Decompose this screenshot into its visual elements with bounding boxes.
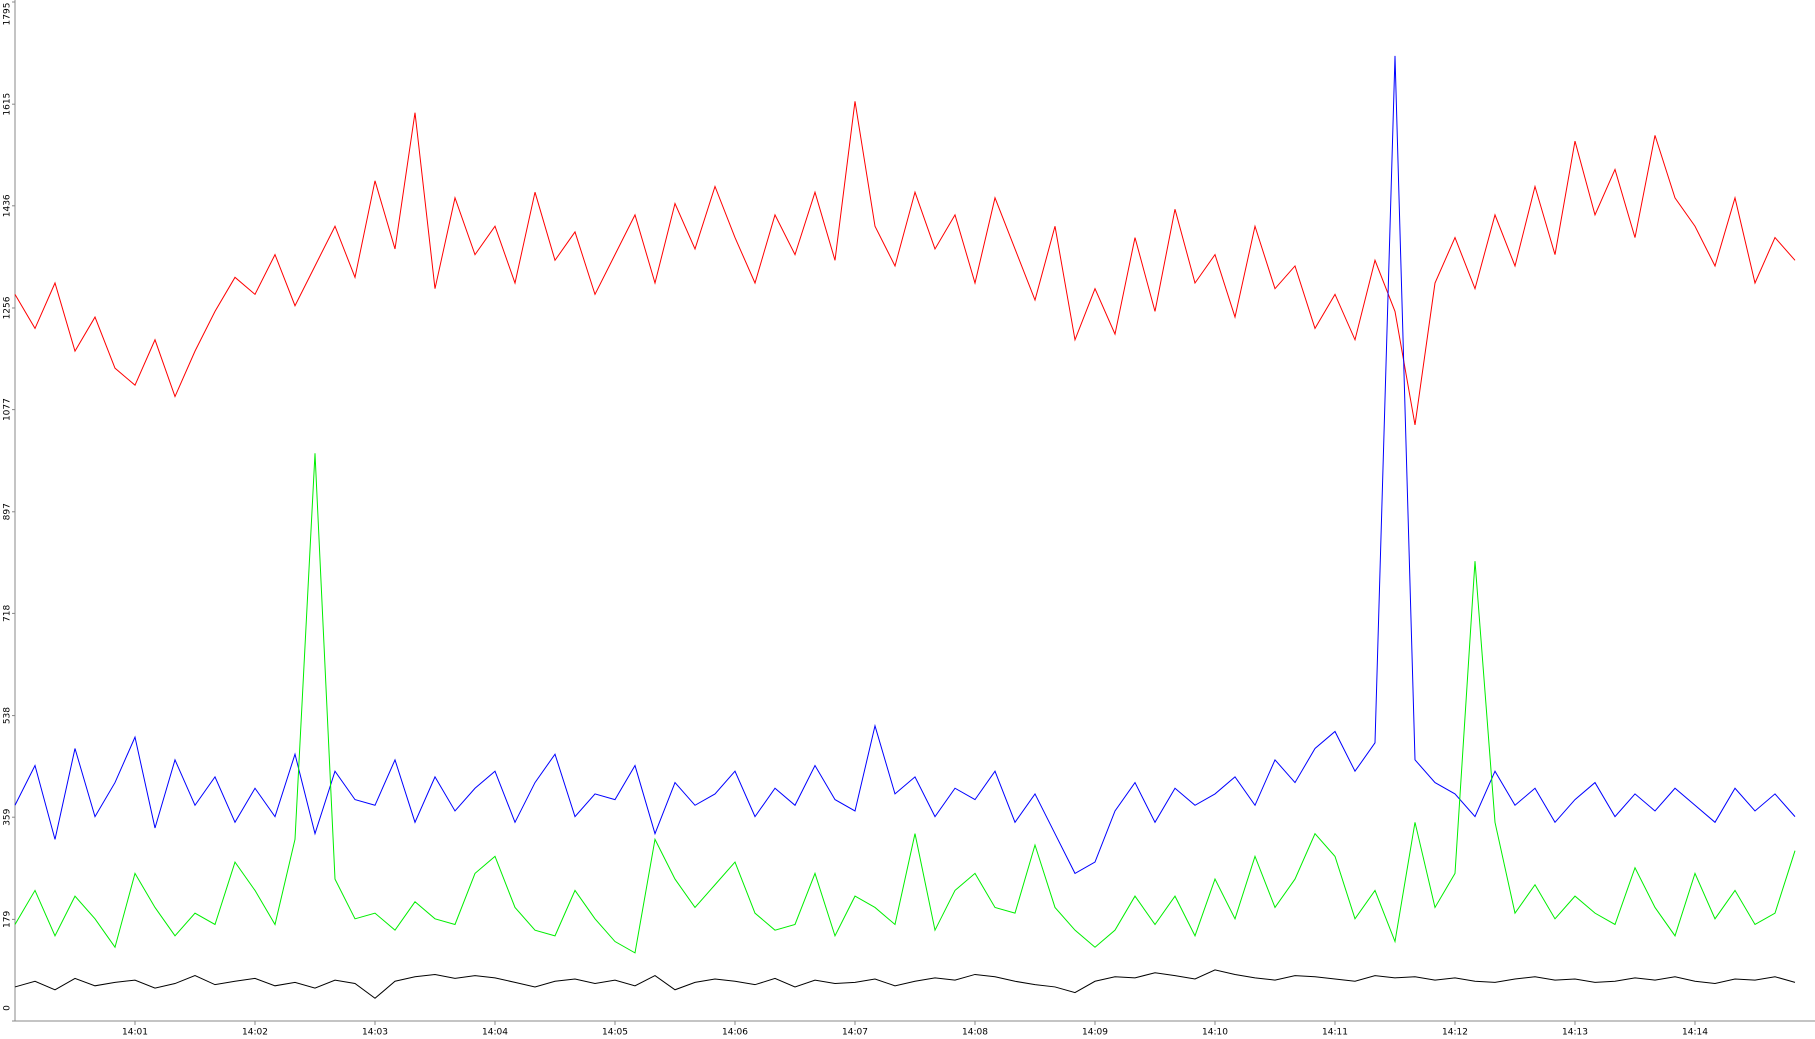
x-tick-label: 14:13 — [1562, 1028, 1588, 1038]
x-tick-label: 14:03 — [362, 1028, 388, 1038]
y-tick-label: 1256 — [3, 296, 13, 319]
x-tick-label: 14:12 — [1442, 1028, 1468, 1038]
y-tick-label: 1795 — [3, 3, 13, 26]
x-tick-label: 14:09 — [1082, 1028, 1108, 1038]
x-tick-label: 14:02 — [242, 1028, 268, 1038]
x-tick-label: 14:06 — [722, 1028, 748, 1038]
series-line — [14, 55, 1796, 875]
series-line — [14, 969, 1796, 999]
y-tick-label: 718 — [3, 605, 13, 622]
x-tick-label: 14:08 — [962, 1028, 988, 1038]
x-tick-label: 14:01 — [122, 1028, 148, 1038]
x-tick-label: 14:14 — [1682, 1028, 1708, 1038]
x-tick-label: 14:11 — [1322, 1028, 1348, 1038]
x-tick-label: 14:10 — [1202, 1028, 1228, 1038]
y-tick-label: 1077 — [3, 398, 13, 421]
y-tick-label: 359 — [3, 808, 13, 825]
y-tick-label: 538 — [3, 707, 13, 724]
x-tick-label: 14:04 — [482, 1028, 508, 1038]
x-tick-label: 14:05 — [602, 1028, 628, 1038]
y-tick-label: 0 — [3, 1005, 13, 1011]
y-tick-label: 897 — [3, 503, 13, 520]
x-tick-label: 14:07 — [842, 1028, 868, 1038]
y-tick-label: 179 — [3, 911, 13, 928]
series-line — [14, 101, 1796, 426]
series-line — [14, 453, 1796, 954]
y-tick-label: 1436 — [3, 194, 13, 217]
y-tick-label: 1615 — [3, 93, 13, 116]
